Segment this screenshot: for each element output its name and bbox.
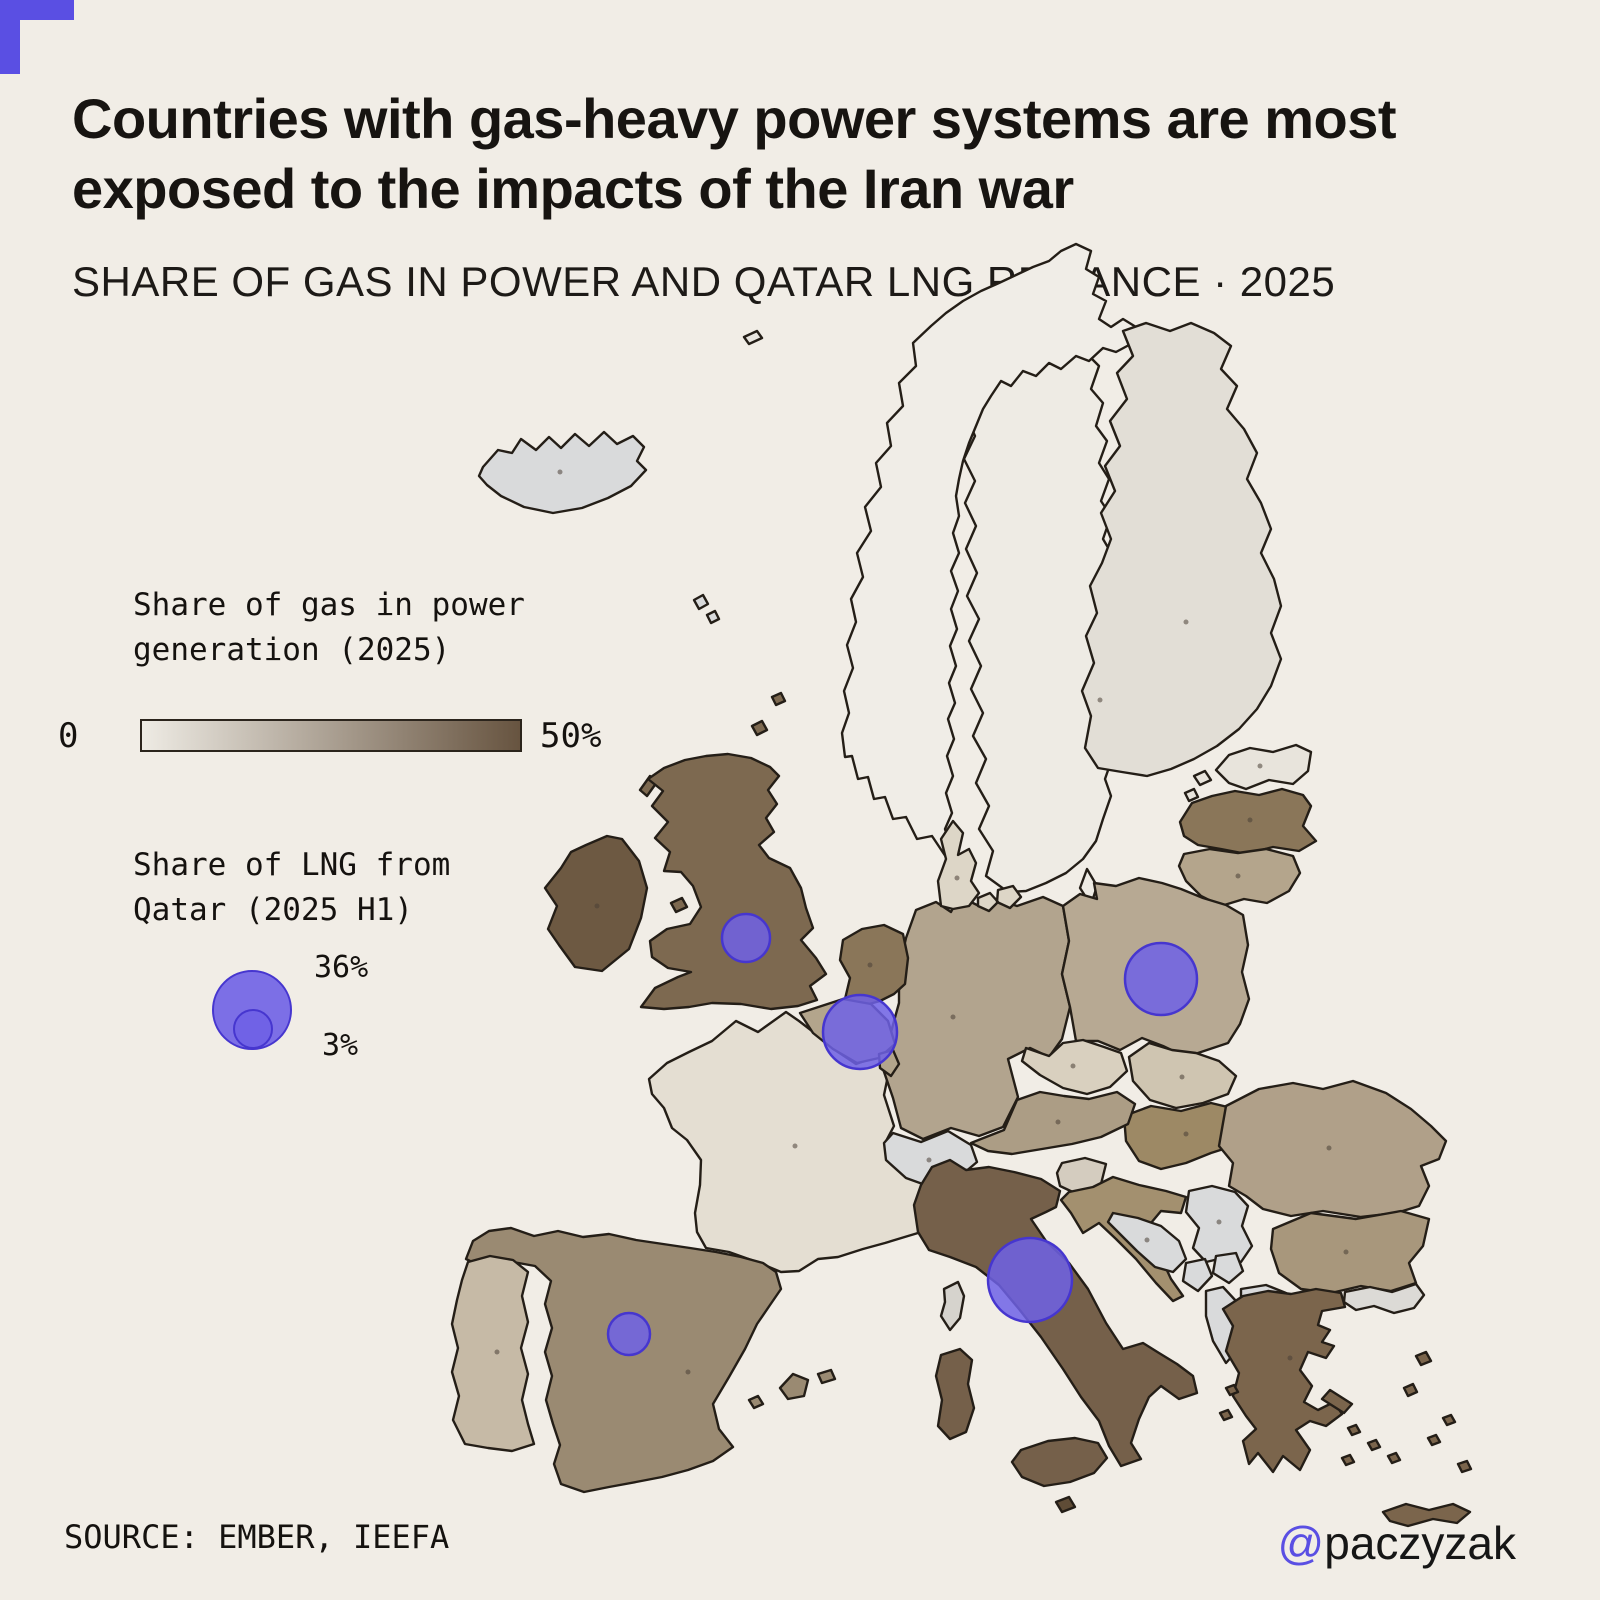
country-austria (969, 1090, 1137, 1156)
lng-legend-circles (212, 970, 292, 1050)
country-kosovo (1211, 1251, 1245, 1285)
country-montenegro (1181, 1257, 1214, 1293)
country-greece (1221, 1287, 1347, 1474)
lng-legend-label-line-2: Qatar (2025 H1) (133, 892, 413, 928)
country-faroe-islands (692, 593, 721, 625)
corner-logo-bar-vertical (0, 0, 20, 74)
lng-legend-label: Share of LNG from Qatar (2025 H1) (133, 843, 450, 933)
author-handle-name: paczyzak (1324, 1517, 1516, 1569)
country-turkey-thrace (1342, 1282, 1426, 1315)
gas-legend-label-line-1: Share of gas in power (133, 587, 525, 623)
balearic-islands (747, 1368, 837, 1410)
author-handle: @paczyzak (1278, 1516, 1516, 1570)
country-portugal (450, 1254, 536, 1453)
country-iceland (477, 430, 648, 515)
island-jan-mayen (742, 329, 764, 346)
lng-circle-es (606, 1311, 652, 1357)
lng-circle-it (986, 1236, 1074, 1324)
danish-islands (976, 884, 1023, 913)
page-title: Countries with gas-heavy power systems a… (72, 84, 1532, 224)
country-netherlands (838, 923, 910, 1008)
greek-islands (1218, 1350, 1473, 1528)
title-line-2: exposed to the impacts of the Iran war (72, 157, 1074, 220)
page-subtitle: SHARE OF GAS IN POWER AND QATAR LNG RELI… (72, 258, 1336, 305)
country-estonia (1214, 743, 1313, 791)
author-handle-at: @ (1277, 1517, 1325, 1569)
lng-circle-gb (720, 912, 772, 964)
lng-circle-pl (1123, 941, 1199, 1017)
title-line-1: Countries with gas-heavy power systems a… (72, 87, 1397, 150)
lng-legend-label-line-1: Share of LNG from (133, 847, 451, 883)
country-bulgaria (1269, 1209, 1431, 1295)
country-denmark (936, 819, 981, 911)
lng-legend-small-label: 3% (322, 1028, 359, 1063)
gas-legend-label: Share of gas in power generation (2025) (133, 583, 525, 673)
country-finland (1080, 321, 1283, 778)
gas-legend-max-label: 50% (540, 716, 602, 756)
country-united-kingdom (639, 752, 828, 1011)
country-romania (1217, 1079, 1448, 1219)
gas-legend-gradient-bar (140, 719, 522, 752)
country-centroid-dots (494, 469, 1349, 1375)
country-malta (1054, 1495, 1077, 1514)
lng-circle-be (821, 993, 899, 1071)
country-spain (464, 1226, 783, 1494)
gas-legend-min-label: 0 (58, 716, 79, 756)
estonian-islands (1183, 769, 1213, 803)
lng-legend-circle-small (233, 1009, 273, 1049)
island-corsica (939, 1280, 966, 1332)
lng-circles-layer (606, 912, 1199, 1357)
country-ireland (543, 834, 649, 973)
uk-northern-isles (638, 691, 787, 914)
gas-legend-label-line-2: generation (2025) (133, 632, 451, 668)
island-sicily (1010, 1436, 1109, 1488)
source-credit: SOURCE: EMBER, IEEFA (64, 1518, 450, 1556)
country-norway (840, 242, 1138, 868)
corner-logo (0, 0, 80, 80)
lng-legend-big-label: 36% (314, 950, 369, 985)
island-sardinia (934, 1347, 976, 1441)
